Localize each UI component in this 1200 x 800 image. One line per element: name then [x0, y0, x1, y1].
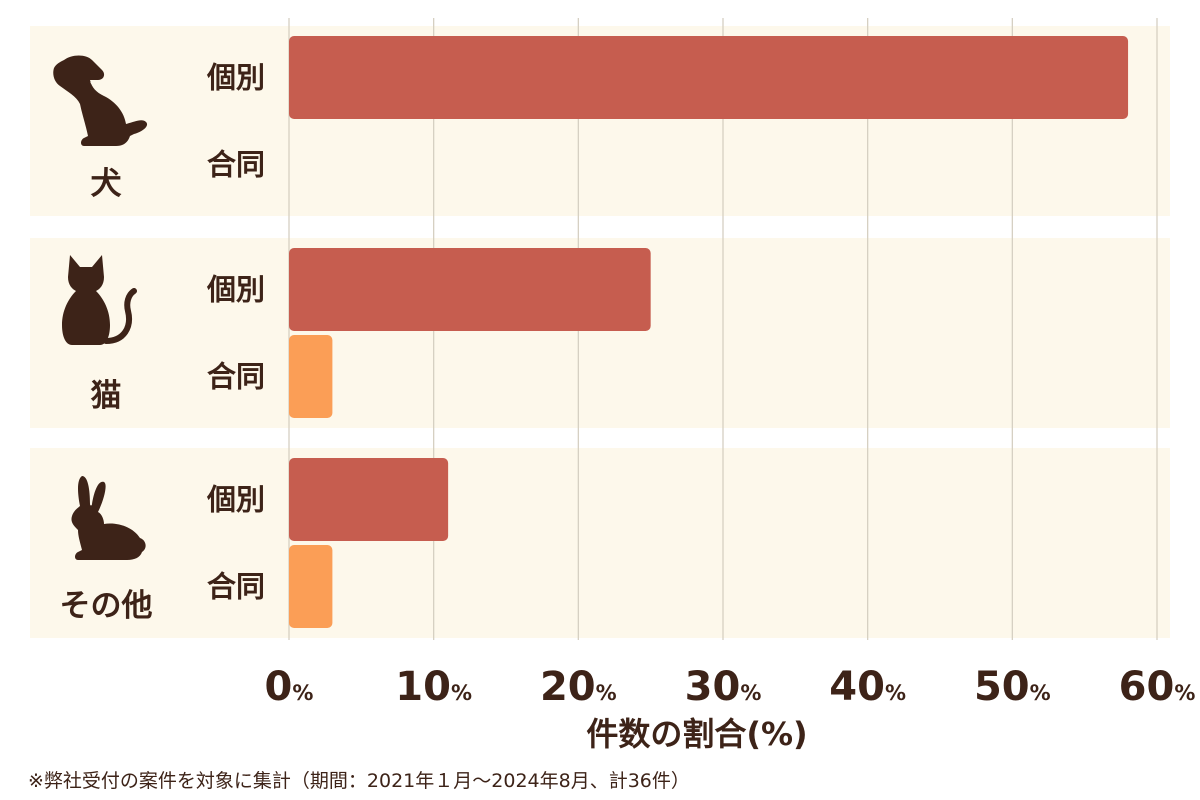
group-panel	[30, 448, 1170, 638]
category-label: 合同	[207, 360, 265, 394]
dog-icon	[53, 55, 148, 146]
cat-icon	[62, 255, 137, 345]
bar-goudou	[289, 545, 333, 628]
x-tick-label: 20%	[540, 664, 617, 710]
bar-kobetsu	[289, 248, 651, 331]
group-label: 犬	[91, 166, 122, 202]
bar-kobetsu	[289, 458, 449, 541]
category-label: 個別	[206, 483, 265, 517]
category-label: 合同	[207, 570, 265, 604]
x-tick-label: 50%	[974, 664, 1051, 710]
x-tick-label: 60%	[1119, 664, 1196, 710]
bar-kobetsu	[289, 36, 1129, 119]
category-label: 個別	[206, 273, 265, 307]
x-tick-label: 40%	[829, 664, 906, 710]
x-axis-title: 件数の割合(%)	[586, 715, 807, 753]
x-tick-label: 0%	[265, 664, 314, 710]
x-tick-label: 30%	[685, 664, 762, 710]
x-tick-label: 10%	[395, 664, 472, 710]
category-label: 合同	[207, 148, 265, 182]
rabbit-icon	[71, 476, 146, 560]
category-label: 個別	[206, 61, 265, 95]
bar-goudou	[289, 335, 333, 418]
footnote: ※弊社受付の案件を対象に集計（期間：2021年１月〜2024年8月、計36件）	[28, 770, 690, 792]
group-label: その他	[60, 588, 153, 624]
group-label: 猫	[91, 378, 122, 414]
